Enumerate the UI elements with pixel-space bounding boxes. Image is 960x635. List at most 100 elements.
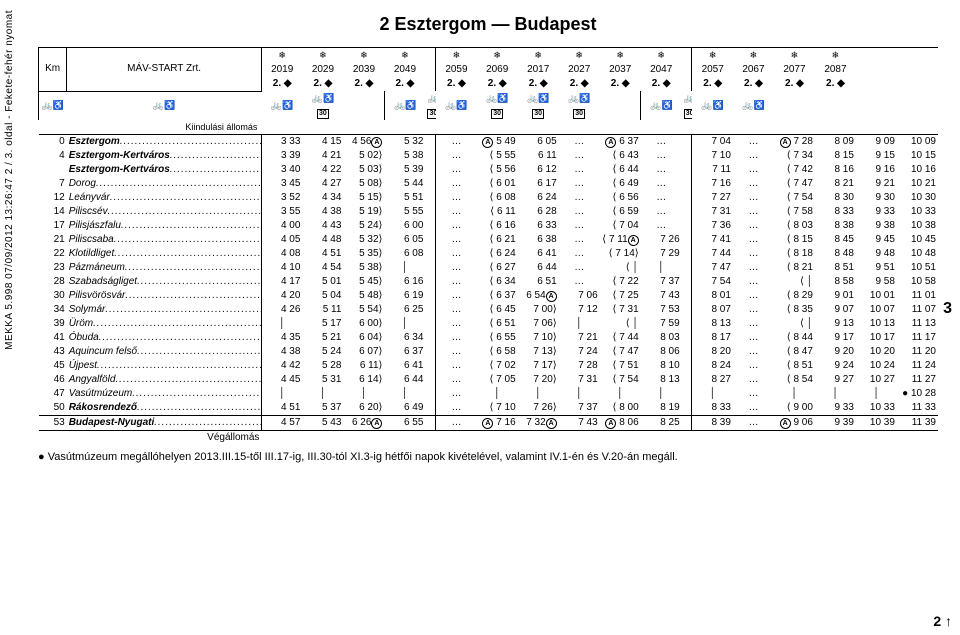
time-cell: 7 32A	[518, 416, 559, 431]
km-cell: 47	[39, 387, 67, 401]
time-cell: 8 13	[692, 317, 733, 331]
time-cell: 4 15	[302, 135, 343, 150]
time-cell: ⟨ 7 02	[477, 359, 518, 373]
time-cell: 5 11	[302, 303, 343, 317]
time-cell: 5 19⟩	[343, 205, 384, 219]
time-cell: …	[436, 135, 477, 150]
time-cell: 10 20	[856, 345, 897, 359]
time-cell: ⟨ 7 04	[600, 219, 641, 233]
time-cell: …	[733, 416, 774, 431]
time-cell: 4 51	[261, 401, 302, 416]
time-cell: ⟨ 8 35	[774, 303, 815, 317]
time-cell: ⟨ 6 24	[477, 247, 518, 261]
time-cell: 7 43	[559, 416, 600, 431]
time-cell: 6 38	[518, 233, 559, 247]
km-cell: 43	[39, 345, 67, 359]
time-cell: 4 48	[302, 233, 343, 247]
time-cell: 11 07	[897, 303, 938, 317]
station-cell: Esztergom 4	[67, 135, 262, 150]
time-cell: 6 26A	[343, 416, 384, 431]
time-cell: 7 31	[559, 373, 600, 387]
time-cell: …	[559, 233, 600, 247]
time-cell: …	[436, 233, 477, 247]
station-cell: Budapest-Nyugati 71 ○	[67, 416, 262, 431]
time-cell: …	[436, 191, 477, 205]
page-title: 2 Esztergom — Budapest	[38, 14, 938, 35]
time-cell: 8 25	[641, 416, 682, 431]
time-cell: 10 51	[897, 261, 938, 275]
station-cell: Piliscsaba	[67, 233, 262, 247]
km-cell	[39, 163, 67, 177]
km-cell: 14	[39, 205, 67, 219]
time-cell: ⟨ 6 34	[477, 275, 518, 289]
time-cell: 7 10	[692, 149, 733, 163]
time-cell: 3 55	[261, 205, 302, 219]
time-cell: 6 17	[518, 177, 559, 191]
time-cell: A 8 06	[600, 416, 641, 431]
time-cell: 9 09	[856, 135, 897, 150]
side-left-meta: MEKKA 5.998 07/09/2012 13:26:47 2 / 3. o…	[4, 10, 15, 350]
time-cell: 6 44	[518, 261, 559, 275]
time-cell: 7 53	[641, 303, 682, 317]
time-cell: 6 05	[384, 233, 425, 247]
time-cell: 8 15	[815, 149, 856, 163]
time-cell: 5 21	[302, 331, 343, 345]
time-cell: 9 01	[815, 289, 856, 303]
time-cell: 4 56A	[343, 135, 384, 150]
time-cell	[641, 387, 682, 401]
time-cell: …	[733, 331, 774, 345]
time-cell: ⟨ 7 31	[600, 303, 641, 317]
time-cell: 4 38	[302, 205, 343, 219]
time-cell: 6 12	[518, 163, 559, 177]
time-cell: ⟨ 6 11	[477, 205, 518, 219]
time-cell: 4 43	[302, 219, 343, 233]
time-cell: ⟨ 7 47	[774, 177, 815, 191]
time-cell: …	[559, 247, 600, 261]
station-cell: Újpest	[67, 359, 262, 373]
time-cell: ⟨ 6 49	[600, 177, 641, 191]
time-cell: 5 04	[302, 289, 343, 303]
time-cell: 5 48⟩	[343, 289, 384, 303]
time-cell: 8 10	[641, 359, 682, 373]
time-cell: 4 22	[302, 163, 343, 177]
time-cell: 7 06⟩	[518, 317, 559, 331]
time-cell: 4 21	[302, 149, 343, 163]
time-cell: 3 39	[261, 149, 302, 163]
time-cell: ⟨ 8 54	[774, 373, 815, 387]
time-cell: 9 33	[856, 205, 897, 219]
time-cell: 11 39	[897, 416, 938, 431]
time-cell: 6 54A	[518, 289, 559, 303]
time-cell: 5 24	[302, 345, 343, 359]
time-cell: ⟨ 6 16	[477, 219, 518, 233]
time-cell: 6 11⟩	[343, 359, 384, 373]
time-cell: 6 25	[384, 303, 425, 317]
time-cell: 7 10⟩	[518, 331, 559, 345]
time-cell: ⟨ │	[774, 317, 815, 331]
time-cell: 7 04	[692, 135, 733, 150]
time-cell: 5 35⟩	[343, 247, 384, 261]
station-cell: Angyalföld	[67, 373, 262, 387]
time-cell: 9 16	[856, 163, 897, 177]
time-cell: 8 21	[815, 177, 856, 191]
time-cell: 10 30	[897, 191, 938, 205]
time-cell: ⟨ 7 44	[600, 331, 641, 345]
time-cell: …	[733, 135, 774, 150]
time-cell: 8 09	[815, 135, 856, 150]
time-cell: 5 28	[302, 359, 343, 373]
time-cell: 6 37	[384, 345, 425, 359]
time-cell: ⟨ 9 00	[774, 401, 815, 416]
time-cell	[600, 387, 641, 401]
time-cell: 10 33	[897, 205, 938, 219]
time-cell: 8 51	[815, 261, 856, 275]
time-cell: 6 05	[518, 135, 559, 150]
time-cell: 5 03⟩	[343, 163, 384, 177]
time-cell: 10 48	[897, 247, 938, 261]
time-cell: 4 27	[302, 177, 343, 191]
footnote: ● Vasútmúzeum megállóhelyen 2013.III.15-…	[38, 451, 938, 463]
time-cell: 4 57	[261, 416, 302, 431]
time-cell: 4 10	[261, 261, 302, 275]
time-cell: ⟨ 7 10	[477, 401, 518, 416]
time-cell: 7 21	[559, 331, 600, 345]
time-cell: …	[436, 149, 477, 163]
time-cell: 9 13	[815, 317, 856, 331]
